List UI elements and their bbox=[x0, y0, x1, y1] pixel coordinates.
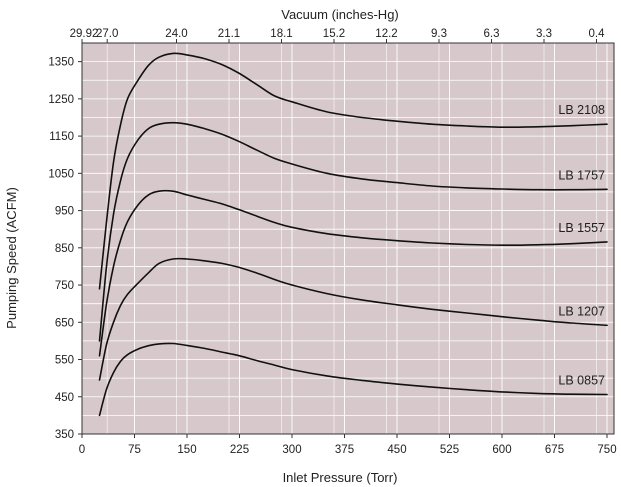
series-line-lb-1757 bbox=[98, 121, 608, 342]
x-tick-label: 75 bbox=[128, 444, 141, 456]
x-axis-title: Inlet Pressure (Torr) bbox=[283, 470, 398, 485]
x-tick-label: 600 bbox=[492, 444, 511, 456]
y-tick-label: 850 bbox=[55, 243, 74, 255]
series-label-lb-1757: LB 1757 bbox=[558, 168, 605, 182]
y-tick-label: 450 bbox=[55, 392, 74, 404]
series-line-lb-1557 bbox=[98, 189, 608, 357]
top-tick-label: 29.92 bbox=[70, 28, 99, 40]
series-label-lb-0857: LB 0857 bbox=[558, 374, 605, 388]
top-tick-label: 12.2 bbox=[375, 28, 397, 40]
top-tick-label: 9.3 bbox=[431, 28, 447, 40]
series-line-lb-0857 bbox=[98, 342, 608, 417]
curves: LB 2108 LB 1757 LB 1557 LB 1207 LB 0857 bbox=[98, 52, 608, 417]
y-tick-label: 950 bbox=[55, 206, 74, 218]
y-tick-label: 750 bbox=[55, 280, 74, 292]
x-tick-label: 675 bbox=[545, 444, 564, 456]
y-tick-label: 1050 bbox=[48, 168, 74, 180]
top-tick-label: 3.3 bbox=[536, 28, 552, 40]
series-label-lb-1557: LB 1557 bbox=[558, 221, 605, 235]
x-tick-label: 375 bbox=[335, 444, 354, 456]
series-label-lb-1207: LB 1207 bbox=[558, 304, 605, 318]
series-line-lb-1207 bbox=[98, 257, 608, 381]
x-tick-label: 300 bbox=[282, 444, 301, 456]
top-tick-label: 21.1 bbox=[218, 28, 240, 40]
x-tick-label: 750 bbox=[597, 444, 616, 456]
y-tick-label: 350 bbox=[55, 429, 74, 441]
series-line-lb-2108 bbox=[98, 52, 608, 290]
x-tick-label: 450 bbox=[387, 444, 406, 456]
y-tick-label: 1350 bbox=[48, 57, 74, 69]
plot-frame bbox=[81, 42, 615, 435]
top-axis-title: Vacuum (inches-Hg) bbox=[281, 7, 399, 22]
y-tick-label: 650 bbox=[55, 317, 74, 329]
top-tick-label: 6.3 bbox=[484, 28, 500, 40]
top-tick-label: 0.4 bbox=[589, 28, 606, 40]
x-tick-label: 150 bbox=[177, 444, 196, 456]
top-tick-label: 15.2 bbox=[323, 28, 345, 40]
plot-area bbox=[82, 43, 614, 434]
y-axis-title: Pumping Speed (ACFM) bbox=[4, 187, 19, 329]
top-tick-label: 24.0 bbox=[165, 28, 187, 40]
x-tick-label: 0 bbox=[79, 444, 85, 456]
x-tick-label: 225 bbox=[230, 444, 249, 456]
axes bbox=[78, 39, 615, 438]
series-label-lb-2108: LB 2108 bbox=[558, 103, 605, 117]
tick-labels: 0 75 150 225 300 375 450 525 600 675 750 350 450 550 6… bbox=[48, 28, 616, 456]
y-tick-label: 1250 bbox=[48, 94, 74, 106]
top-tick-label: 27.0 bbox=[96, 28, 118, 40]
y-tick-label: 1150 bbox=[49, 131, 74, 143]
x-tick-label: 525 bbox=[440, 444, 459, 456]
top-tick-label: 18.1 bbox=[270, 28, 292, 40]
y-tick-label: 550 bbox=[55, 355, 74, 367]
